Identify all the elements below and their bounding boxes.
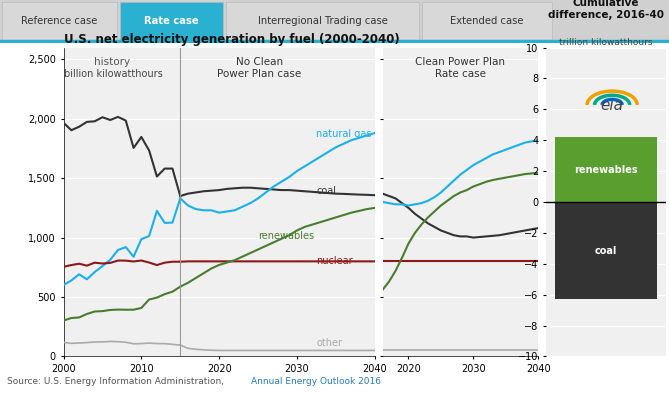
Text: U.S. net electricity generation by fuel (2000-2040): U.S. net electricity generation by fuel … <box>64 32 399 46</box>
Text: Source: U.S. Energy Information Administration,: Source: U.S. Energy Information Administ… <box>7 377 227 386</box>
Text: Rate case: Rate case <box>145 16 199 26</box>
Text: Clean Power Plan
Rate case: Clean Power Plan Rate case <box>415 57 505 79</box>
Text: coal: coal <box>316 186 337 196</box>
Text: coal: coal <box>595 246 617 255</box>
Bar <box>555 137 657 202</box>
Text: Annual Energy Outlook 2016: Annual Energy Outlook 2016 <box>251 377 381 386</box>
Text: No Clean
Power Plan case: No Clean Power Plan case <box>217 57 302 79</box>
Text: nuclear: nuclear <box>316 256 353 267</box>
Text: other: other <box>316 338 343 348</box>
Bar <box>120 2 223 41</box>
Bar <box>555 202 657 299</box>
Text: Cumulative
difference, 2016-40: Cumulative difference, 2016-40 <box>548 0 664 21</box>
Text: history: history <box>94 57 130 67</box>
Text: Interregional Trading case: Interregional Trading case <box>258 16 387 26</box>
Text: renewables: renewables <box>258 231 314 242</box>
Text: billion kilowatthours: billion kilowatthours <box>64 69 163 79</box>
Text: natural gas: natural gas <box>316 129 372 139</box>
Text: eia: eia <box>601 98 624 113</box>
Text: Extended case: Extended case <box>450 16 524 26</box>
Text: trillion kilowatthours: trillion kilowatthours <box>559 38 652 47</box>
Bar <box>226 2 419 41</box>
Bar <box>2 2 117 41</box>
Text: Reference case: Reference case <box>21 16 98 26</box>
Bar <box>422 2 552 41</box>
Text: renewables: renewables <box>574 164 638 175</box>
